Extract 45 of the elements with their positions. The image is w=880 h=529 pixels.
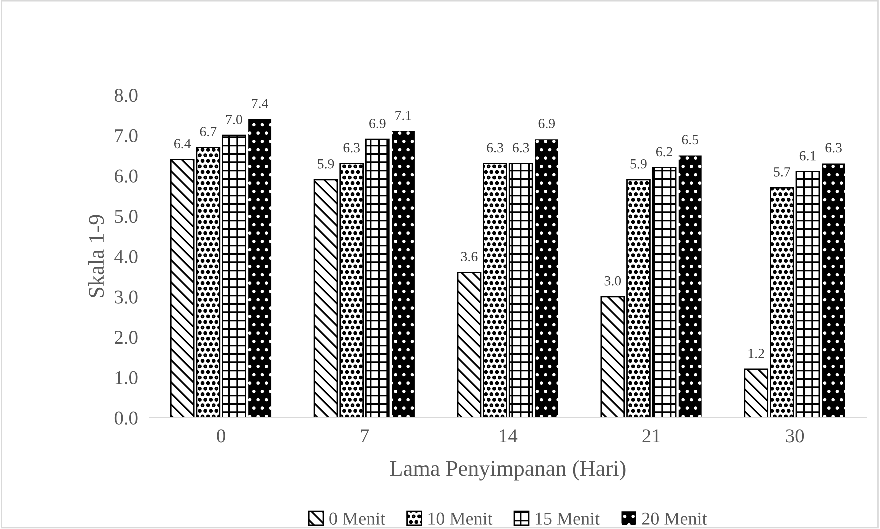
y-tick-label: 7.0 [115, 129, 138, 143]
y-tick-label: 6.0 [115, 170, 138, 183]
data-label: 6.2 [656, 147, 672, 157]
legend-label: 15 Menit [536, 512, 600, 525]
y-tick-label: 1.0 [116, 371, 138, 385]
data-label: 5.7 [774, 168, 790, 177]
legend-label: 10 Menit [428, 512, 493, 525]
data-label: 7.1 [396, 111, 412, 120]
data-label: 6.7 [200, 127, 217, 137]
data-label: 6.9 [538, 119, 556, 128]
data-label: 7.4 [252, 98, 269, 108]
data-label: 6.3 [487, 143, 504, 153]
y-tick-label: 3.0 [115, 290, 138, 304]
x-tick-label: 0 [217, 430, 226, 443]
bar [392, 132, 415, 418]
data-label: 1.2 [748, 349, 764, 358]
legend-label: 20 Menit [642, 512, 708, 525]
x-tick-label: 21 [642, 430, 660, 443]
data-label: 3.6 [461, 252, 478, 262]
y-tick-label: 2.0 [115, 331, 138, 344]
x-tick-label: 7 [361, 430, 370, 443]
data-label: 5.9 [318, 159, 334, 169]
bar [248, 119, 272, 418]
data-label: 6.1 [800, 151, 816, 161]
bar [535, 140, 558, 418]
y-axis-title: Skala 1-9 [88, 215, 104, 298]
x-tick-label: 14 [500, 430, 518, 443]
data-label: 6.3 [826, 143, 842, 153]
y-tick-label: 5.0 [115, 210, 138, 224]
data-label: 6.3 [344, 143, 360, 153]
bar [822, 164, 846, 418]
y-tick-label: 8.0 [114, 89, 138, 102]
x-axis-title: Lama Penyimpanan (Hari) [390, 460, 626, 481]
data-label: 6.4 [174, 139, 192, 149]
data-label: 5.9 [630, 159, 647, 169]
data-label: 7.0 [226, 115, 242, 124]
y-tick-label: 4.0 [114, 250, 138, 264]
data-label: 6.9 [370, 119, 386, 128]
data-label: 3.0 [604, 276, 622, 286]
y-tick-label: 0.0 [114, 412, 138, 425]
legend-label: 0 Menit [330, 512, 386, 525]
bar [678, 156, 702, 418]
data-label: 6.5 [682, 135, 699, 145]
data-label: 6.3 [513, 143, 530, 153]
x-tick-label: 30 [786, 430, 804, 443]
